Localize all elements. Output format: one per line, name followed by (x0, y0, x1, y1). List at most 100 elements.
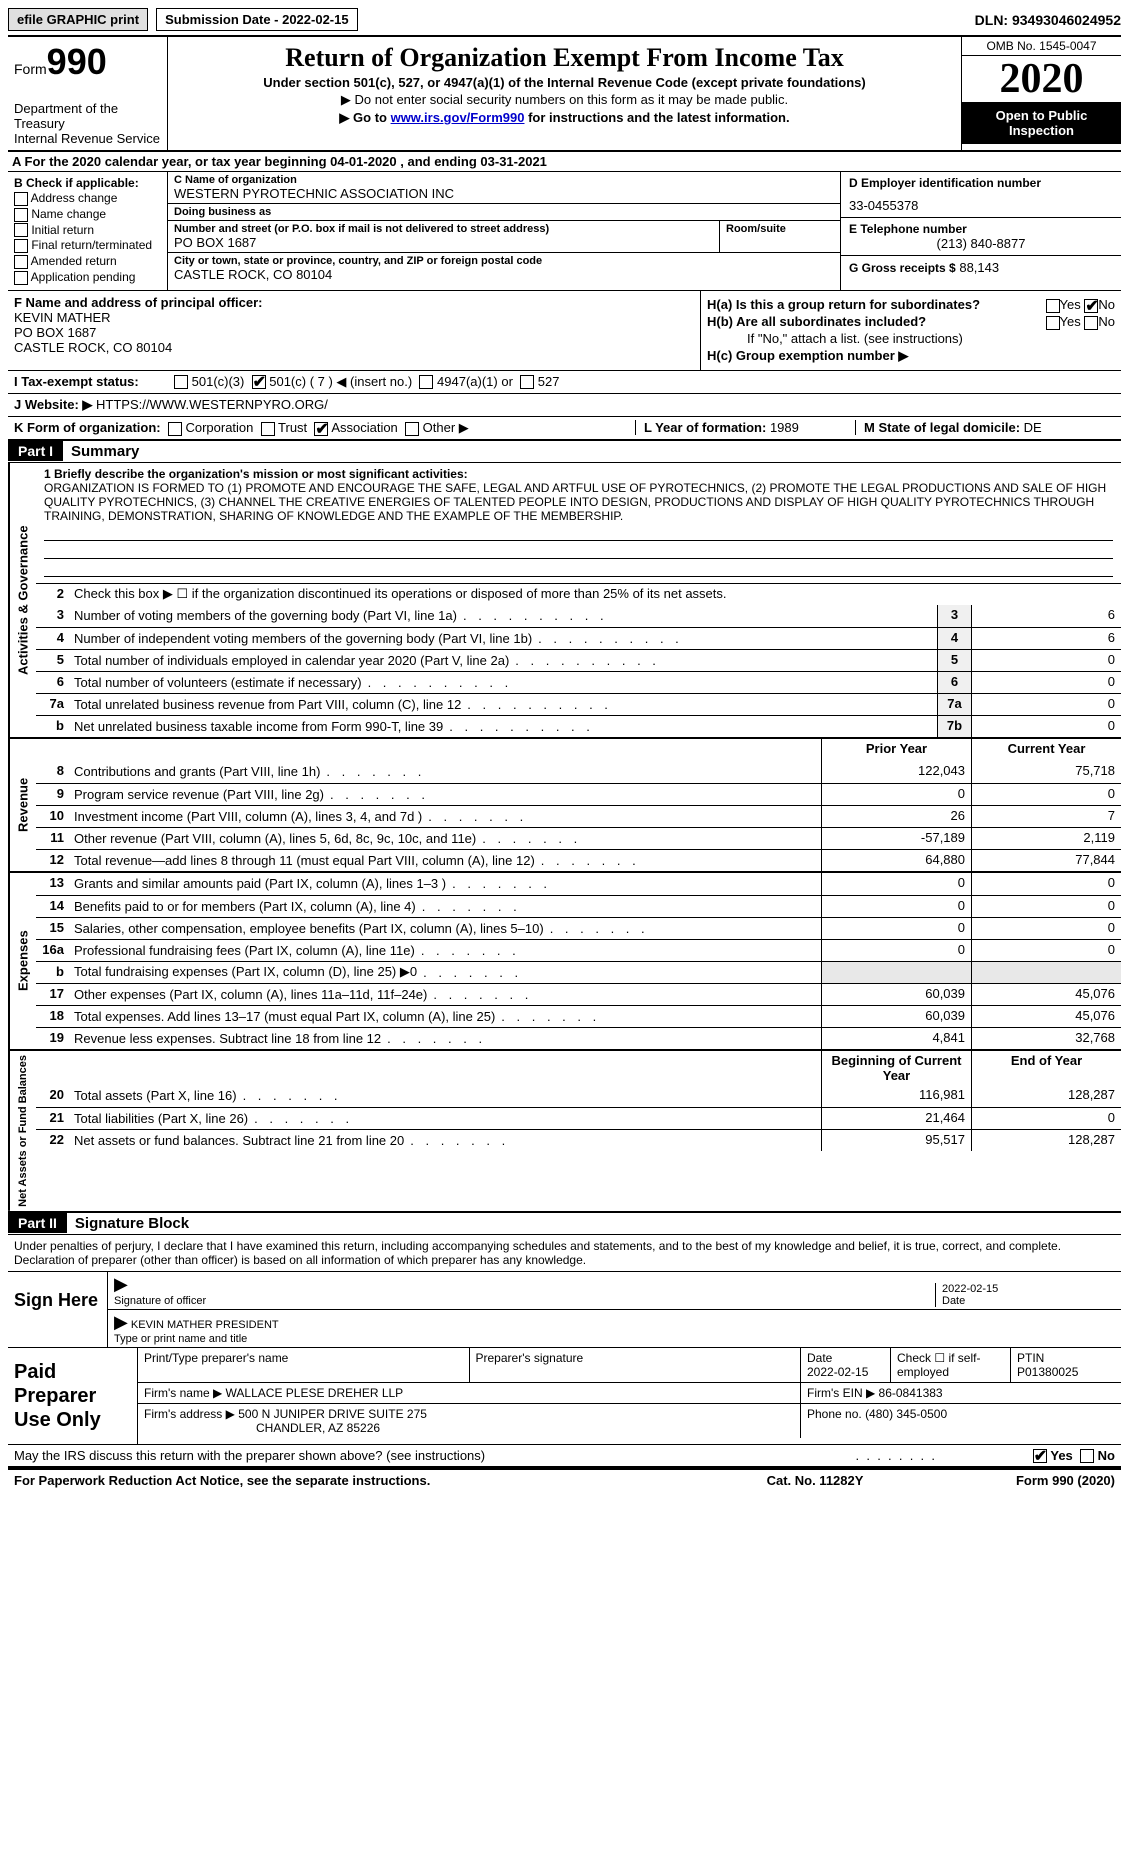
mission-label: 1 Briefly describe the organization's mi… (44, 467, 1113, 481)
data-line-22: 22 Net assets or fund balances. Subtract… (36, 1129, 1121, 1151)
hb-yes[interactable] (1046, 316, 1060, 330)
h-b-line: H(b) Are all subordinates included? Yes … (707, 314, 1115, 329)
side-revenue: Revenue (8, 739, 36, 871)
room-label: Room/suite (726, 223, 834, 235)
prep-sig-hdr: Preparer's signature (470, 1348, 802, 1382)
officer-addr1: PO BOX 1687 (14, 325, 694, 340)
form-header: Form990 Department of the Treasury Inter… (8, 35, 1121, 152)
h-c-line: H(c) Group exemption number ▶ (707, 348, 1115, 364)
chk-527[interactable] (520, 375, 534, 389)
form-footer: Form 990 (2020) (915, 1473, 1115, 1488)
org-name: WESTERN PYROTECHNIC ASSOCIATION INC (174, 186, 834, 201)
discuss-no[interactable] (1080, 1449, 1094, 1463)
chk-initial-return[interactable]: Initial return (14, 223, 161, 238)
sig-intro: Under penalties of perjury, I declare th… (8, 1235, 1121, 1271)
ein-value: 33-0455378 (849, 198, 1113, 213)
section-fh: F Name and address of principal officer:… (8, 291, 1121, 371)
col-f-officer: F Name and address of principal officer:… (8, 291, 701, 370)
irs-link[interactable]: www.irs.gov/Form990 (391, 110, 525, 125)
mission-text: ORGANIZATION IS FORMED TO (1) PROMOTE AN… (44, 481, 1113, 523)
hb-note: If "No," attach a list. (see instruction… (707, 331, 1115, 346)
data-line-12: 12 Total revenue—add lines 8 through 11 … (36, 849, 1121, 871)
gov-line-5: 5 Total number of individuals employed i… (36, 649, 1121, 671)
hb-no[interactable] (1084, 316, 1098, 330)
year-formation: 1989 (770, 420, 799, 435)
state-domicile: DE (1024, 420, 1042, 435)
subtitle-1: Under section 501(c), 527, or 4947(a)(1)… (178, 75, 951, 90)
chk-501c[interactable] (252, 375, 266, 389)
data-line-13: 13 Grants and similar amounts paid (Part… (36, 873, 1121, 895)
firm-ein: Firm's EIN ▶ 86-0841383 (801, 1383, 1121, 1403)
discuss-row: May the IRS discuss this return with the… (8, 1444, 1121, 1467)
city-value: CASTLE ROCK, CO 80104 (174, 267, 834, 282)
chk-application-pending[interactable]: Application pending (14, 270, 161, 285)
data-line-9: 9 Program service revenue (Part VIII, li… (36, 783, 1121, 805)
prep-date: Date2022-02-15 (801, 1348, 891, 1382)
tel-value: (213) 840-8877 (849, 236, 1113, 251)
blank-line (44, 525, 1113, 541)
chk-amended[interactable]: Amended return (14, 254, 161, 269)
data-line-16a: 16a Professional fundraising fees (Part … (36, 939, 1121, 961)
org-name-label: C Name of organization (174, 174, 834, 186)
dba-label: Doing business as (174, 206, 834, 218)
firm-addr: Firm's address ▶ 500 N JUNIPER DRIVE SUI… (138, 1404, 801, 1438)
part2-header: Part II Signature Block (8, 1213, 1121, 1235)
side-netassets: Net Assets or Fund Balances (8, 1051, 36, 1211)
ha-no[interactable] (1084, 299, 1098, 313)
col-c-org-info: C Name of organization WESTERN PYROTECHN… (168, 172, 841, 290)
row-a-period: A For the 2020 calendar year, or tax yea… (8, 152, 1121, 172)
tax-year: 2020 (962, 56, 1121, 102)
data-line-19: 19 Revenue less expenses. Subtract line … (36, 1027, 1121, 1049)
data-line-21: 21 Total liabilities (Part X, line 26). … (36, 1107, 1121, 1129)
submission-date: Submission Date - 2022-02-15 (156, 8, 358, 31)
data-line-8: 8 Contributions and grants (Part VIII, l… (36, 761, 1121, 783)
chk-corp[interactable] (168, 422, 182, 436)
h-a-line: H(a) Is this a group return for subordin… (707, 297, 1115, 312)
side-governance: Activities & Governance (8, 463, 36, 737)
prep-selfemp[interactable]: Check ☐ if self-employed (891, 1348, 1011, 1382)
data-line-14: 14 Benefits paid to or for members (Part… (36, 895, 1121, 917)
subtitle-3: ▶ Go to www.irs.gov/Form990 for instruct… (178, 110, 951, 126)
chk-501c3[interactable] (174, 375, 188, 389)
ha-yes[interactable] (1046, 299, 1060, 313)
data-line-10: 10 Investment income (Part VIII, column … (36, 805, 1121, 827)
form-word: Form (14, 61, 47, 77)
efile-btn[interactable]: efile GRAPHIC print (8, 8, 148, 31)
data-line-15: 15 Salaries, other compensation, employe… (36, 917, 1121, 939)
chk-final-return[interactable]: Final return/terminated (14, 238, 161, 253)
line-2: 2 Check this box ▶ ☐ if the organization… (36, 583, 1121, 605)
firm-name: Firm's name ▶ WALLACE PLESE DREHER LLP (138, 1383, 801, 1403)
sig-officer-label: Signature of officer (114, 1295, 206, 1307)
form-title: Return of Organization Exempt From Incom… (178, 43, 951, 73)
gov-line-b: b Net unrelated business taxable income … (36, 715, 1121, 737)
row-i-status: I Tax-exempt status: 501(c)(3) 501(c) ( … (8, 371, 1121, 394)
omb-number: OMB No. 1545-0047 (962, 37, 1121, 56)
officer-label: F Name and address of principal officer: (14, 295, 263, 310)
form-number: 990 (47, 41, 107, 82)
sign-here-label: Sign Here (8, 1272, 108, 1347)
sig-name: KEVIN MATHER PRESIDENT (131, 1319, 279, 1331)
netassets-section: Net Assets or Fund Balances Beginning of… (8, 1051, 1121, 1213)
cat-no: Cat. No. 11282Y (715, 1473, 915, 1488)
chk-trust[interactable] (261, 422, 275, 436)
prep-ptin: PTINP01380025 (1011, 1348, 1121, 1382)
blank-line (44, 543, 1113, 559)
revenue-section: Revenue Prior Year Current Year 8 Contri… (8, 739, 1121, 873)
firm-phone: Phone no. (480) 345-0500 (801, 1404, 1121, 1438)
footer: For Paperwork Reduction Act Notice, see … (8, 1468, 1121, 1491)
chk-assoc[interactable] (314, 422, 328, 436)
data-line-18: 18 Total expenses. Add lines 13–17 (must… (36, 1005, 1121, 1027)
discuss-yes[interactable] (1033, 1449, 1047, 1463)
tel-label: E Telephone number (849, 222, 1113, 236)
city-label: City or town, state or province, country… (174, 255, 834, 267)
chk-4947[interactable] (419, 375, 433, 389)
top-bar: efile GRAPHIC print Submission Date - 20… (8, 8, 1121, 31)
chk-other[interactable] (405, 422, 419, 436)
chk-address-change[interactable]: Address change (14, 191, 161, 206)
ein-label: D Employer identification number (849, 176, 1113, 190)
data-line-11: 11 Other revenue (Part VIII, column (A),… (36, 827, 1121, 849)
revenue-header: Prior Year Current Year (36, 739, 1121, 761)
row-k-org-form: K Form of organization: Corporation Trus… (8, 417, 1121, 441)
chk-name-change[interactable]: Name change (14, 207, 161, 222)
gross-value: 88,143 (959, 260, 999, 275)
